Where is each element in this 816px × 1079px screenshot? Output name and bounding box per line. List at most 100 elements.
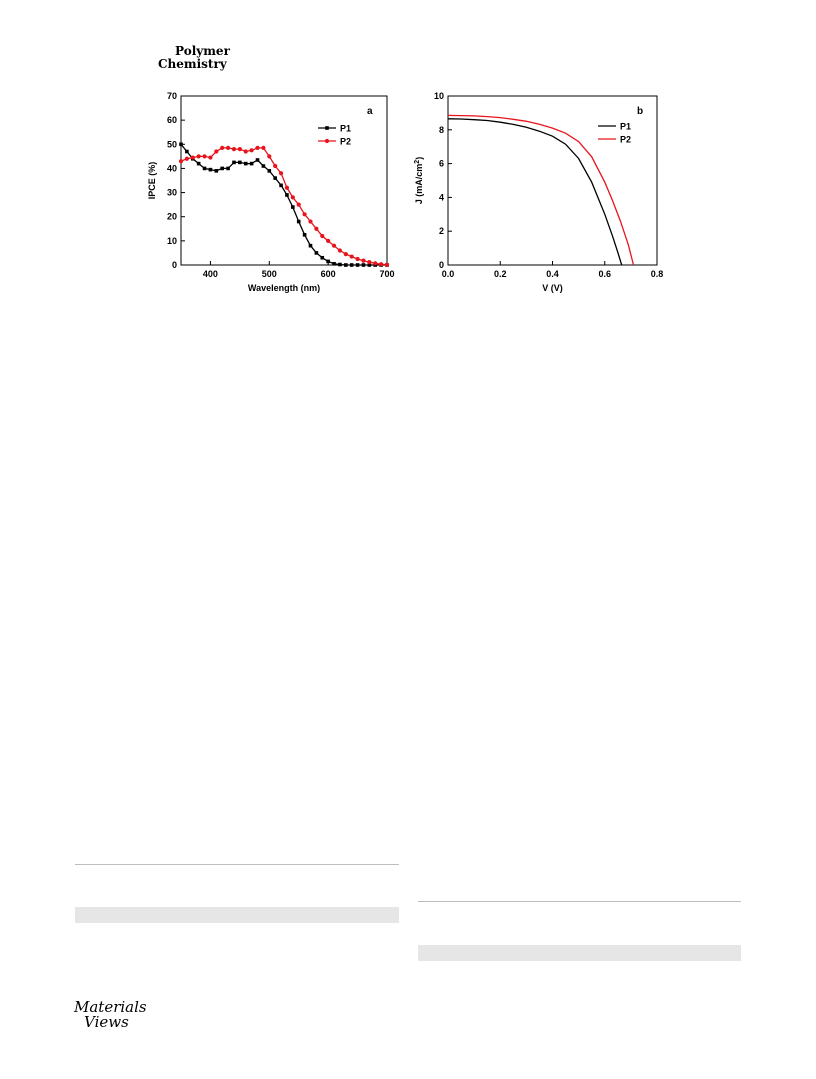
legend-marker-p1 [325, 126, 329, 130]
data-point-p2 [249, 148, 254, 153]
data-point-p1 [308, 243, 313, 248]
panel-label: b [637, 106, 643, 117]
data-point-p2 [225, 145, 231, 151]
data-point-p1 [179, 142, 183, 147]
x-tick-label: 0.2 [494, 269, 507, 279]
x-axis-label: Wavelength (nm) [248, 283, 320, 293]
journal-name-line2: Chemistry [158, 57, 227, 71]
data-point-p2 [302, 212, 307, 217]
data-point-p1 [296, 219, 301, 224]
data-point-p1 [202, 166, 207, 171]
x-tick-label: 500 [262, 269, 277, 279]
data-point-p1 [232, 160, 236, 165]
data-point-p2 [290, 195, 295, 200]
data-point-p1 [267, 169, 272, 173]
data-point-p2 [190, 155, 195, 160]
data-point-p1 [367, 263, 372, 267]
data-point-p1 [255, 158, 260, 162]
data-point-p1 [261, 164, 266, 168]
y-axis-label: IPCE (%) [147, 162, 157, 200]
series-line-p1 [447, 118, 623, 266]
data-point-p2 [255, 145, 260, 151]
data-point-p2 [267, 154, 272, 159]
data-point-p1 [291, 205, 295, 209]
y-tick-label: 2 [439, 226, 444, 236]
footer-bar-right [418, 945, 741, 961]
panel-label: a [367, 106, 373, 117]
y-tick-label: 10 [167, 236, 177, 246]
x-axis-label: V (V) [542, 283, 563, 293]
data-point-p2 [361, 258, 366, 263]
data-point-p1 [279, 183, 283, 188]
data-point-p1 [344, 263, 348, 267]
publisher-logo: Materials Views [74, 1000, 147, 1030]
data-point-p1 [326, 259, 330, 264]
legend-label-p1: P1 [620, 122, 631, 132]
publisher-logo-line1: Materials [74, 998, 147, 1016]
data-point-p2 [337, 248, 343, 253]
y-tick-label: 4 [439, 192, 444, 202]
data-point-p2 [314, 226, 319, 231]
y-tick-label: 50 [167, 139, 177, 149]
data-point-p2 [184, 156, 189, 161]
divider-right [418, 901, 741, 902]
data-point-p2 [220, 145, 225, 151]
data-point-p2 [273, 163, 278, 169]
y-tick-label: 60 [167, 115, 177, 125]
data-point-p1 [196, 161, 201, 166]
journal-name-line1: Polymer [175, 44, 230, 58]
x-tick-label: 700 [379, 269, 394, 279]
data-point-p1 [285, 193, 289, 197]
x-tick-label: 400 [203, 269, 218, 279]
data-point-p1 [302, 233, 307, 237]
data-point-p1 [361, 263, 366, 267]
data-point-p1 [314, 251, 319, 255]
y-axis-label: J (mA/cm2) [414, 157, 425, 204]
data-point-p1 [214, 169, 219, 173]
data-point-p2 [284, 185, 290, 190]
x-tick-label: 0.6 [598, 269, 611, 279]
data-point-p2 [178, 159, 184, 164]
y-tick-label: 0 [172, 260, 177, 270]
data-point-p1 [320, 255, 325, 260]
x-tick-label: 0.8 [651, 269, 664, 279]
y-tick-label: 10 [434, 91, 444, 101]
legend-marker-p2 [324, 138, 330, 144]
data-point-p2 [320, 233, 325, 239]
data-point-p2 [355, 256, 360, 262]
data-point-p2 [202, 154, 207, 159]
data-point-p1 [220, 166, 224, 171]
data-point-p2 [349, 254, 354, 259]
x-tick-label: 600 [321, 269, 336, 279]
divider-left [75, 864, 399, 865]
data-point-p1 [349, 263, 354, 267]
data-point-p2 [243, 149, 248, 154]
x-tick-label: 0.0 [442, 269, 455, 279]
y-tick-label: 8 [439, 125, 444, 135]
data-point-p1 [185, 149, 189, 154]
data-point-p1 [332, 261, 336, 266]
y-tick-label: 20 [167, 212, 177, 222]
data-point-p2 [214, 149, 219, 154]
data-point-p2 [208, 155, 213, 160]
data-point-p2 [261, 145, 266, 151]
y-axis-label-close: ) [414, 157, 424, 160]
footer-bar-left [75, 907, 399, 923]
journal-logo: Polymer Chemistry [158, 45, 230, 71]
data-point-p1 [355, 263, 360, 267]
data-point-p2 [231, 147, 237, 152]
legend-label-p2: P2 [620, 135, 631, 145]
data-point-p1 [208, 167, 213, 172]
data-point-p2 [343, 252, 348, 257]
y-tick-label: 30 [167, 188, 177, 198]
data-point-p1 [226, 166, 230, 171]
legend-label-p1: P1 [340, 124, 351, 134]
data-point-p2 [237, 147, 242, 152]
data-point-p2 [373, 261, 378, 266]
y-tick-label: 40 [167, 163, 177, 173]
y-tick-label: 0 [439, 260, 444, 270]
data-point-p2 [308, 219, 313, 224]
data-point-p2 [379, 262, 384, 267]
data-point-p1 [249, 161, 254, 166]
